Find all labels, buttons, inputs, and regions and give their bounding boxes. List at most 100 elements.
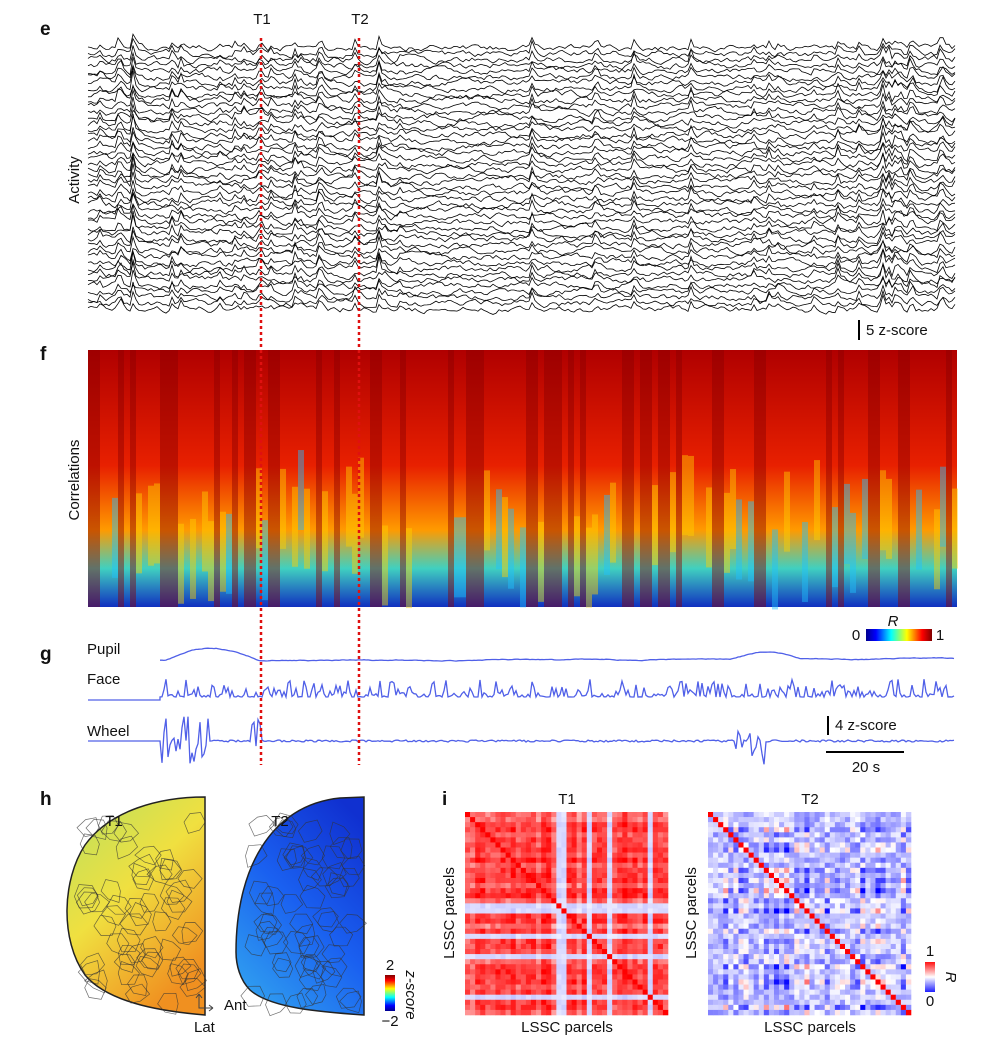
matrix-cell — [728, 852, 734, 858]
matrix-cell — [485, 949, 491, 955]
matrix-cell — [586, 918, 593, 924]
matrix-cell — [637, 857, 643, 864]
colorbar-tick: 2 — [386, 957, 394, 974]
matrix-cell — [505, 888, 511, 894]
matrix-cell — [622, 959, 628, 965]
matrix-cell — [708, 832, 714, 838]
matrix-cell — [789, 888, 795, 894]
matrix-cell — [627, 918, 633, 924]
matrix-cell — [814, 877, 820, 884]
matrix-cell — [713, 918, 719, 924]
matrix-cell — [510, 923, 517, 930]
matrix-cell — [475, 938, 481, 945]
matrix-cell — [905, 877, 912, 884]
matrix-cell — [505, 847, 511, 853]
matrix-cell — [784, 918, 790, 924]
heatmap-stripe — [862, 478, 868, 559]
matrix-cell — [596, 1004, 603, 1011]
matrix-cell — [773, 832, 780, 838]
matrix-cell — [728, 969, 734, 975]
matrix-cell — [809, 883, 815, 889]
matrix-cell — [885, 938, 892, 945]
matrix-cell — [530, 888, 537, 894]
matrix-cell — [470, 822, 476, 828]
matrix-cell — [743, 877, 749, 884]
matrix-cell — [779, 923, 785, 930]
matrix-cell — [617, 949, 623, 955]
matrix-cell — [571, 964, 577, 970]
matrix-cell — [515, 969, 522, 975]
matrix-cell — [875, 938, 881, 945]
matrix-cell — [753, 933, 760, 940]
matrix-cell — [763, 903, 770, 909]
matrix-cell — [515, 918, 522, 924]
matrix-cell — [763, 959, 770, 965]
matrix-cell — [779, 933, 785, 940]
matrix-cell — [880, 837, 886, 843]
matrix-cell — [642, 918, 649, 924]
matrix-cell — [819, 938, 826, 945]
matrix-cell — [556, 822, 562, 828]
matrix-cell — [525, 933, 532, 940]
matrix-cell — [880, 989, 886, 996]
matrix-cell — [713, 959, 719, 965]
matrix-cell — [743, 862, 749, 869]
matrix-cell — [875, 842, 881, 848]
matrix-cell — [465, 1009, 471, 1016]
matrix-cell — [536, 842, 542, 848]
matrix-cell — [789, 949, 795, 955]
matrix-cell — [875, 943, 881, 950]
parcel-outline — [80, 952, 106, 976]
matrix-cell — [819, 867, 826, 874]
heatmap-stripe — [640, 350, 646, 607]
heatmap-stripe — [838, 350, 844, 607]
matrix-cell — [773, 862, 780, 869]
matrix-cell — [814, 817, 820, 823]
matrix-cell — [632, 822, 638, 828]
matrix-cell — [814, 984, 820, 990]
matrix-cell — [480, 938, 486, 945]
matrix-cell — [718, 1004, 724, 1011]
matrix-cell — [586, 928, 593, 935]
matrix-cell — [546, 918, 552, 924]
matrix-cell — [581, 842, 588, 848]
matrix-cell — [551, 822, 557, 828]
axis-label: LSSC parcels — [521, 1019, 613, 1036]
matrix-cell — [632, 923, 638, 930]
heatmap-stripe — [526, 350, 532, 607]
matrix-cell — [622, 908, 628, 914]
matrix-cell — [880, 969, 886, 975]
matrix-cell — [536, 893, 542, 899]
matrix-cell — [530, 989, 537, 996]
matrix-cell — [515, 832, 522, 838]
matrix-cell — [880, 1009, 886, 1016]
matrix-cell — [475, 817, 481, 823]
matrix-cell — [541, 974, 547, 980]
matrix-cell — [748, 867, 754, 874]
matrix-cell — [510, 984, 517, 990]
heatmap-stripe — [724, 492, 730, 573]
matrix-cell — [627, 908, 633, 914]
matrix-cell — [475, 928, 481, 935]
matrix-cell — [485, 964, 491, 970]
matrix-cell — [845, 1004, 851, 1011]
matrix-cell — [612, 918, 618, 924]
matrix-cell — [566, 943, 572, 950]
matrix-cell — [814, 852, 820, 858]
matrix-cell — [850, 842, 856, 848]
matrix-cell — [632, 817, 638, 823]
matrix-cell — [546, 822, 552, 828]
matrix-cell — [804, 832, 810, 838]
matrix-cell — [733, 989, 739, 996]
matrix-cell — [875, 959, 881, 965]
matrix-cell — [794, 893, 800, 899]
matrix-cell — [804, 812, 810, 818]
matrix-cell — [708, 949, 714, 955]
matrix-cell — [885, 842, 892, 848]
matrix-cell — [834, 1009, 841, 1016]
matrix-cell — [799, 999, 805, 1006]
matrix-cell — [652, 1009, 659, 1016]
matrix-cell — [855, 867, 861, 874]
matrix-cell — [485, 908, 491, 914]
matrix-cell — [657, 964, 664, 970]
